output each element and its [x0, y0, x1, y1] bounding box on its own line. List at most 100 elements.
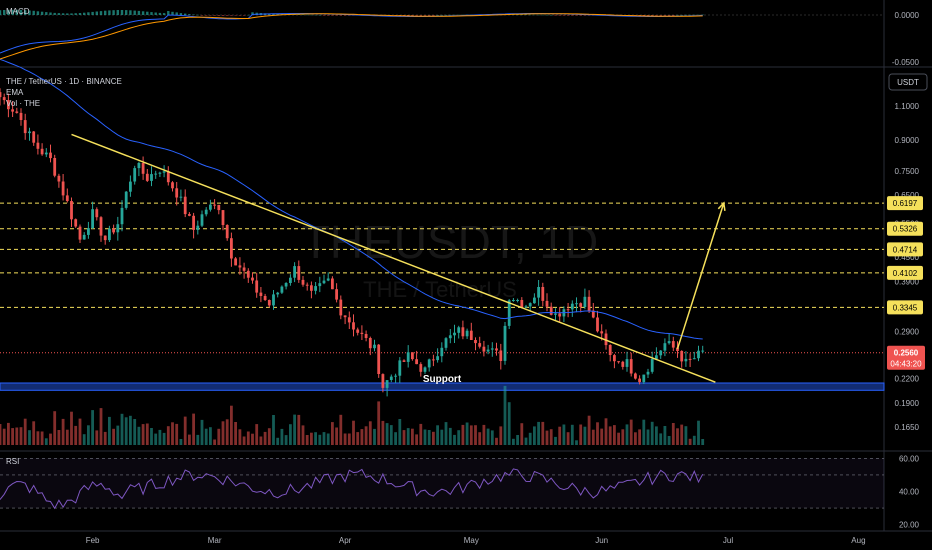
candle-body[interactable]	[23, 120, 27, 134]
candle-body[interactable]	[44, 152, 48, 155]
candle-body[interactable]	[154, 173, 158, 175]
candle-body[interactable]	[440, 347, 444, 357]
candle-body[interactable]	[263, 296, 267, 300]
candle-body[interactable]	[356, 329, 360, 333]
candle-body[interactable]	[360, 332, 364, 334]
candle-body[interactable]	[629, 359, 633, 374]
candle-body[interactable]	[204, 209, 208, 215]
candle-body[interactable]	[692, 358, 696, 360]
candle-body[interactable]	[171, 182, 174, 189]
candle-body[interactable]	[524, 306, 528, 308]
candle-body[interactable]	[322, 280, 326, 284]
candle-body[interactable]	[600, 331, 604, 334]
candle-body[interactable]	[608, 345, 612, 355]
candle-body[interactable]	[141, 163, 145, 174]
candle-body[interactable]	[516, 300, 519, 301]
candle-body[interactable]	[478, 343, 482, 347]
candle-body[interactable]	[520, 300, 524, 308]
candle-body[interactable]	[335, 289, 338, 300]
candle-body[interactable]	[347, 317, 351, 323]
candle-body[interactable]	[461, 327, 465, 337]
candle-body[interactable]	[150, 174, 153, 181]
candle-body[interactable]	[162, 171, 166, 173]
candle-body[interactable]	[175, 188, 179, 198]
candle-body[interactable]	[57, 175, 61, 182]
candle-body[interactable]	[70, 201, 73, 220]
candle-body[interactable]	[259, 292, 263, 296]
candle-body[interactable]	[145, 173, 149, 181]
candle-body[interactable]	[238, 265, 242, 268]
candle-body[interactable]	[697, 350, 700, 359]
candle-body[interactable]	[2, 97, 6, 101]
candle-body[interactable]	[419, 364, 423, 372]
projection-arrow[interactable]	[676, 202, 725, 350]
candle-body[interactable]	[108, 228, 111, 241]
candle-body[interactable]	[436, 356, 439, 361]
candle-body[interactable]	[36, 142, 40, 149]
candle-body[interactable]	[634, 373, 637, 379]
candle-body[interactable]	[579, 303, 583, 307]
candle-body[interactable]	[368, 338, 372, 349]
candle-body[interactable]	[15, 111, 19, 113]
candle-body[interactable]	[642, 374, 646, 383]
candle-body[interactable]	[385, 380, 389, 388]
candle-body[interactable]	[213, 204, 216, 206]
candle-body[interactable]	[432, 359, 435, 361]
candle-body[interactable]	[179, 196, 183, 198]
candle-body[interactable]	[676, 347, 679, 351]
candle-body[interactable]	[314, 286, 317, 291]
candle-body[interactable]	[659, 350, 663, 356]
candle-body[interactable]	[318, 283, 322, 287]
support-zone[interactable]	[0, 382, 885, 391]
candle-body[interactable]	[528, 303, 532, 307]
candle-body[interactable]	[444, 338, 448, 348]
candle-body[interactable]	[124, 191, 128, 208]
candle-body[interactable]	[591, 310, 595, 318]
candle-body[interactable]	[486, 349, 490, 352]
candle-body[interactable]	[339, 299, 343, 316]
candle-body[interactable]	[667, 341, 671, 344]
candle-body[interactable]	[289, 277, 292, 283]
candle-body[interactable]	[545, 300, 549, 307]
candle-body[interactable]	[394, 375, 397, 377]
candle-body[interactable]	[284, 283, 288, 287]
candle-body[interactable]	[512, 300, 515, 301]
candle-body[interactable]	[613, 355, 616, 362]
candle-body[interactable]	[7, 100, 10, 110]
candle-body[interactable]	[251, 277, 254, 281]
candle-body[interactable]	[74, 219, 78, 227]
candle-body[interactable]	[621, 361, 625, 367]
candle-body[interactable]	[541, 287, 545, 301]
candle-body[interactable]	[99, 217, 103, 236]
candle-body[interactable]	[671, 341, 675, 348]
candle-body[interactable]	[183, 196, 187, 215]
candle-body[interactable]	[587, 296, 591, 311]
descending-trendline[interactable]	[71, 133, 716, 383]
candle-body[interactable]	[427, 359, 431, 368]
candle-body[interactable]	[209, 204, 212, 210]
candle-body[interactable]	[305, 284, 309, 286]
candle-body[interactable]	[242, 267, 246, 271]
candle-body[interactable]	[217, 204, 221, 211]
candle-body[interactable]	[120, 207, 124, 225]
candle-body[interactable]	[293, 266, 296, 278]
candle-body[interactable]	[499, 350, 503, 362]
candle-body[interactable]	[684, 358, 688, 362]
candle-body[interactable]	[680, 351, 684, 362]
candle-body[interactable]	[343, 315, 347, 318]
candle-body[interactable]	[192, 215, 195, 230]
candle-body[interactable]	[398, 360, 402, 376]
candle-body[interactable]	[40, 148, 44, 155]
candle-body[interactable]	[465, 330, 469, 337]
candle-body[interactable]	[28, 131, 31, 134]
candle-body[interactable]	[49, 152, 52, 159]
candle-body[interactable]	[53, 158, 57, 176]
candle-body[interactable]	[377, 344, 381, 374]
candle-body[interactable]	[570, 303, 574, 310]
candle-body[interactable]	[503, 325, 507, 361]
candle-body[interactable]	[495, 348, 498, 351]
candle-body[interactable]	[583, 296, 587, 307]
candle-body[interactable]	[246, 270, 250, 278]
candle-body[interactable]	[402, 360, 406, 362]
candle-body[interactable]	[158, 172, 162, 174]
